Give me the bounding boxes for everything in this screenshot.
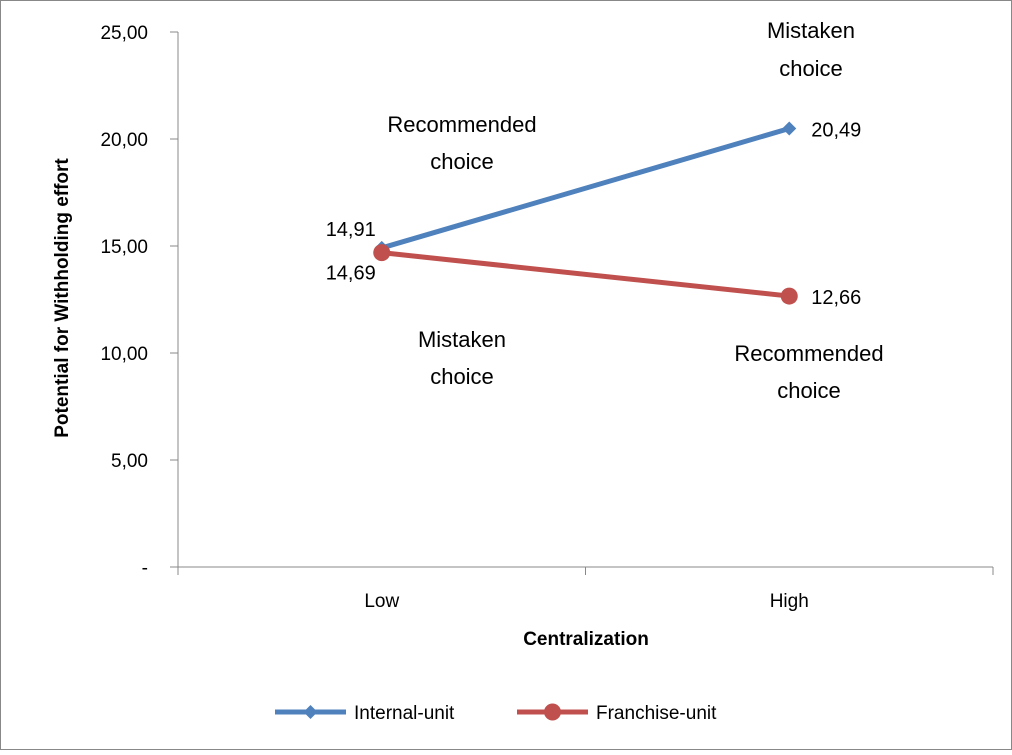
annotation-top-right-line1: Mistaken [767,18,855,43]
x-tick-label: Low [364,591,399,612]
y-tick-label: 25,00 [100,23,148,44]
y-tick-label: - [142,558,148,579]
data-point-franchise-unit [780,287,798,305]
annotation-top-left-line2: choice [430,149,494,174]
annotation-top-right: Mistaken choice [767,18,855,81]
legend-label: Franchise-unit [596,703,717,724]
annotation-top-left: Recommended choice [387,112,536,174]
data-labels: 14,91 20,49 14,69 12,66 [326,120,862,310]
legend-label: Internal-unit [354,703,455,724]
annotation-bottom-right-line2: choice [777,378,841,403]
annotation-bottom-left-line1: Mistaken [418,327,506,352]
x-axis-title: Centralization [523,629,649,650]
series-line-internal-unit [381,126,790,251]
data-label: 20,49 [811,120,861,142]
y-tick-label: 20,00 [100,130,148,151]
y-tick-label: 5,00 [111,451,148,472]
annotation-bottom-left: Mistaken choice [418,327,506,389]
y-tick-label: 10,00 [100,344,148,365]
y-tick-labels: - 5,00 10,00 15,00 20,00 25,00 [100,23,148,579]
legend-swatch-marker [303,705,318,719]
annotation-top-left-line1: Recommended [387,112,536,137]
annotation-top-right-line2: choice [779,56,843,81]
legend: Internal-unit Franchise-unit [275,703,717,724]
data-point-franchise-unit [373,244,391,262]
data-label: 12,66 [811,287,861,309]
data-point-internal-unit [782,121,797,136]
data-label: 14,69 [326,263,376,285]
legend-swatch-marker [544,703,561,721]
y-axis-title: Potential for Withholding effort [52,158,73,438]
series-line-franchise-unit [381,250,790,299]
annotation-bottom-left-line2: choice [430,364,494,389]
annotation-bottom-right-line1: Recommended [734,341,883,366]
x-tick-labels: Low High [364,591,808,612]
axes [170,31,994,575]
x-tick-label: High [770,591,809,612]
y-tick-label: 15,00 [100,237,148,258]
annotation-bottom-right: Recommended choice [734,341,883,403]
data-label: 14,91 [326,219,376,241]
series-group [373,121,798,305]
